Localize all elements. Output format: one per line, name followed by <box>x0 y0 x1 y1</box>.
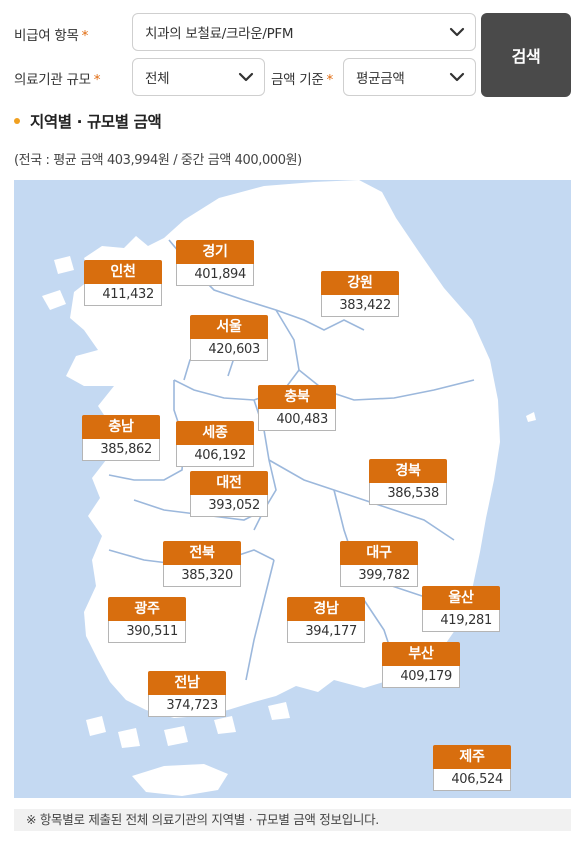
region-card-gyeongnam[interactable]: 경남 394,177 <box>287 597 365 643</box>
region-value: 385,320 <box>163 565 241 587</box>
region-value: 399,782 <box>340 565 418 587</box>
island-2 <box>54 256 74 274</box>
region-card-chungnam[interactable]: 충남 385,862 <box>82 415 160 461</box>
region-card-jeju[interactable]: 제주 406,524 <box>433 745 511 791</box>
island-6 <box>214 716 236 734</box>
region-value: 393,052 <box>190 495 268 517</box>
region-value: 394,177 <box>287 621 365 643</box>
region-value: 386,538 <box>369 483 447 505</box>
item-select[interactable]: 치과의 보철료/크라운/PFM <box>132 13 476 51</box>
region-name: 경기 <box>176 240 254 264</box>
region-card-incheon[interactable]: 인천 411,432 <box>84 260 162 306</box>
basis-label: 금액 기준 * <box>271 72 333 88</box>
chevron-down-icon <box>238 72 254 82</box>
region-name: 광주 <box>108 597 186 621</box>
region-card-gwangju[interactable]: 광주 390,511 <box>108 597 186 643</box>
region-value: 420,603 <box>190 339 268 361</box>
scale-select[interactable]: 전체 <box>132 58 265 96</box>
region-name: 제주 <box>433 745 511 769</box>
korea-region-map: 인천 411,432 경기 401,894 강원 383,422 서울 420,… <box>14 180 571 798</box>
region-name: 경북 <box>369 459 447 483</box>
region-card-daejeon[interactable]: 대전 393,052 <box>190 471 268 517</box>
region-card-busan[interactable]: 부산 409,179 <box>382 642 460 688</box>
required-mark: * <box>81 28 89 44</box>
region-card-gyeonggi[interactable]: 경기 401,894 <box>176 240 254 286</box>
region-name: 경남 <box>287 597 365 621</box>
item-label: 비급여 항목 * <box>14 28 89 44</box>
island-5 <box>164 726 188 746</box>
island-3 <box>86 716 106 736</box>
region-value: 419,281 <box>422 610 500 632</box>
region-value: 401,894 <box>176 264 254 286</box>
region-name: 강원 <box>321 271 399 295</box>
section-title: 지역별 · 규모별 금액 <box>14 110 162 132</box>
region-value: 409,179 <box>382 666 460 688</box>
region-name: 대구 <box>340 541 418 565</box>
region-name: 전남 <box>148 671 226 695</box>
region-card-jeonnam[interactable]: 전남 374,723 <box>148 671 226 717</box>
island-7 <box>268 702 290 720</box>
region-value: 411,432 <box>84 284 162 306</box>
region-value: 406,524 <box>433 769 511 791</box>
region-card-gangwon[interactable]: 강원 383,422 <box>321 271 399 317</box>
region-card-seoul[interactable]: 서울 420,603 <box>190 315 268 361</box>
region-card-gyeongbuk[interactable]: 경북 386,538 <box>369 459 447 505</box>
required-mark: * <box>93 72 101 88</box>
bullet-dot-icon <box>14 118 20 124</box>
region-value: 374,723 <box>148 695 226 717</box>
region-value: 383,422 <box>321 295 399 317</box>
chevron-down-icon <box>449 27 465 37</box>
region-name: 충남 <box>82 415 160 439</box>
search-button[interactable]: 검색 <box>481 13 571 97</box>
item-select-value: 치과의 보철료/크라운/PFM <box>145 26 294 42</box>
island-4 <box>118 728 140 748</box>
region-name: 서울 <box>190 315 268 339</box>
national-summary: (전국 : 평균 금액 403,994원 / 중간 금액 400,000원) <box>14 153 302 168</box>
region-value: 385,862 <box>82 439 160 461</box>
scale-label: 의료기관 규모 * <box>14 72 101 88</box>
region-card-ulsan[interactable]: 울산 419,281 <box>422 586 500 632</box>
scale-select-value: 전체 <box>145 71 170 87</box>
region-value: 406,192 <box>176 445 254 467</box>
required-mark: * <box>326 72 333 88</box>
basis-select-value: 평균금액 <box>356 71 405 87</box>
region-name: 인천 <box>84 260 162 284</box>
region-value: 400,483 <box>258 409 336 431</box>
jeju-island <box>132 764 228 796</box>
footnote: ※ 항목별로 제출된 전체 의료기관의 지역별 · 규모별 금액 정보입니다. <box>14 809 571 831</box>
section-title-text: 지역별 · 규모별 금액 <box>30 113 162 131</box>
region-card-chungbuk[interactable]: 충북 400,483 <box>258 385 336 431</box>
island-8 <box>526 412 536 422</box>
region-name: 충북 <box>258 385 336 409</box>
region-name: 세종 <box>176 421 254 445</box>
region-name: 전북 <box>163 541 241 565</box>
basis-select[interactable]: 평균금액 <box>343 58 476 96</box>
region-card-jeonbuk[interactable]: 전북 385,320 <box>163 541 241 587</box>
region-name: 울산 <box>422 586 500 610</box>
region-value: 390,511 <box>108 621 186 643</box>
island-1 <box>42 290 66 310</box>
region-name: 대전 <box>190 471 268 495</box>
region-card-sejong[interactable]: 세종 406,192 <box>176 421 254 467</box>
chevron-down-icon <box>449 72 465 82</box>
region-card-daegu[interactable]: 대구 399,782 <box>340 541 418 587</box>
region-name: 부산 <box>382 642 460 666</box>
